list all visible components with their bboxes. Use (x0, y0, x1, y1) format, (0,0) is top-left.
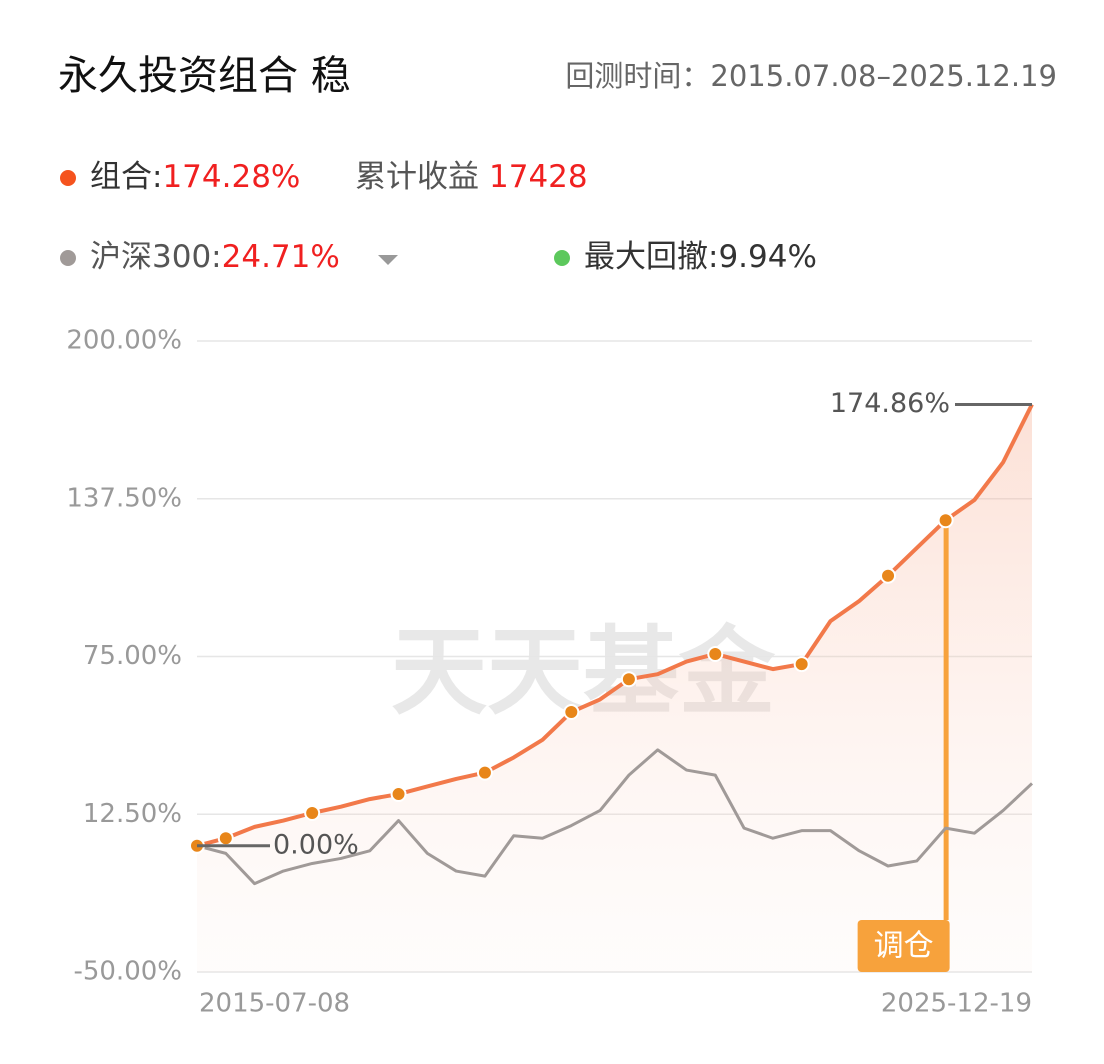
drawdown-label: 最大回撤 (584, 239, 708, 275)
max-label: 174.86% (830, 388, 950, 419)
drawdown-value: 9.94% (718, 239, 816, 275)
y-tick-label: 75.00% (83, 641, 182, 671)
separator: : (152, 159, 162, 195)
rebalance-dot (793, 656, 810, 673)
cumulative: 累计收益 17428 (355, 159, 588, 195)
rebalance-line (943, 520, 949, 920)
x-tick-label: 2015-07-08 (199, 989, 350, 1019)
rebalance-dot (476, 764, 493, 781)
rebalance-dot (937, 512, 954, 529)
rebalance-dot (620, 671, 637, 688)
y-tick-label: -50.00% (73, 957, 182, 987)
period: 回测时间：2015.07.08–2025.12.19 (565, 59, 1057, 93)
legend-item: 组合:174.28% (90, 159, 300, 195)
dropdown[interactable] (378, 255, 398, 265)
legend-item: 沪深300:24.71% (90, 239, 340, 275)
rebalance-label: 调仓 (874, 929, 934, 964)
legend-dot (60, 250, 76, 266)
rebalance-dot (304, 804, 321, 821)
rebalance-dot (390, 786, 407, 803)
series-line (196, 748, 1034, 886)
legend-dot (554, 250, 570, 266)
separator: : (708, 239, 718, 275)
rebalance-dot (880, 567, 897, 584)
rebalance-dot (707, 645, 724, 662)
legend-dot (60, 170, 76, 186)
cumulative-label: 累计收益 (355, 159, 479, 195)
legend-name: 组合 (90, 159, 152, 195)
x-tick-label: 2025-12-19 (881, 989, 1032, 1019)
cumulative-value: 17428 (489, 159, 588, 195)
legend-name: 沪深300 (90, 239, 211, 275)
legend-value: 24.71% (222, 239, 340, 275)
title: 永久投资组合 稳 (58, 53, 351, 99)
drawdown: 最大回撤:9.94% (584, 239, 817, 275)
y-tick-label: 137.50% (66, 483, 182, 513)
legend-value: 174.28% (162, 159, 300, 195)
zero-label: 0.00% (273, 829, 359, 860)
rebalance-badge (857, 920, 950, 972)
separator: : (211, 239, 221, 275)
plot: 天天基金-50.00%12.50%75.00%137.50%200.00%201… (66, 326, 1034, 1019)
rebalance-dot (217, 830, 234, 847)
y-tick-label: 12.50% (83, 799, 182, 829)
rebalance-dot (563, 704, 580, 721)
y-tick-label: 200.00% (66, 326, 182, 356)
